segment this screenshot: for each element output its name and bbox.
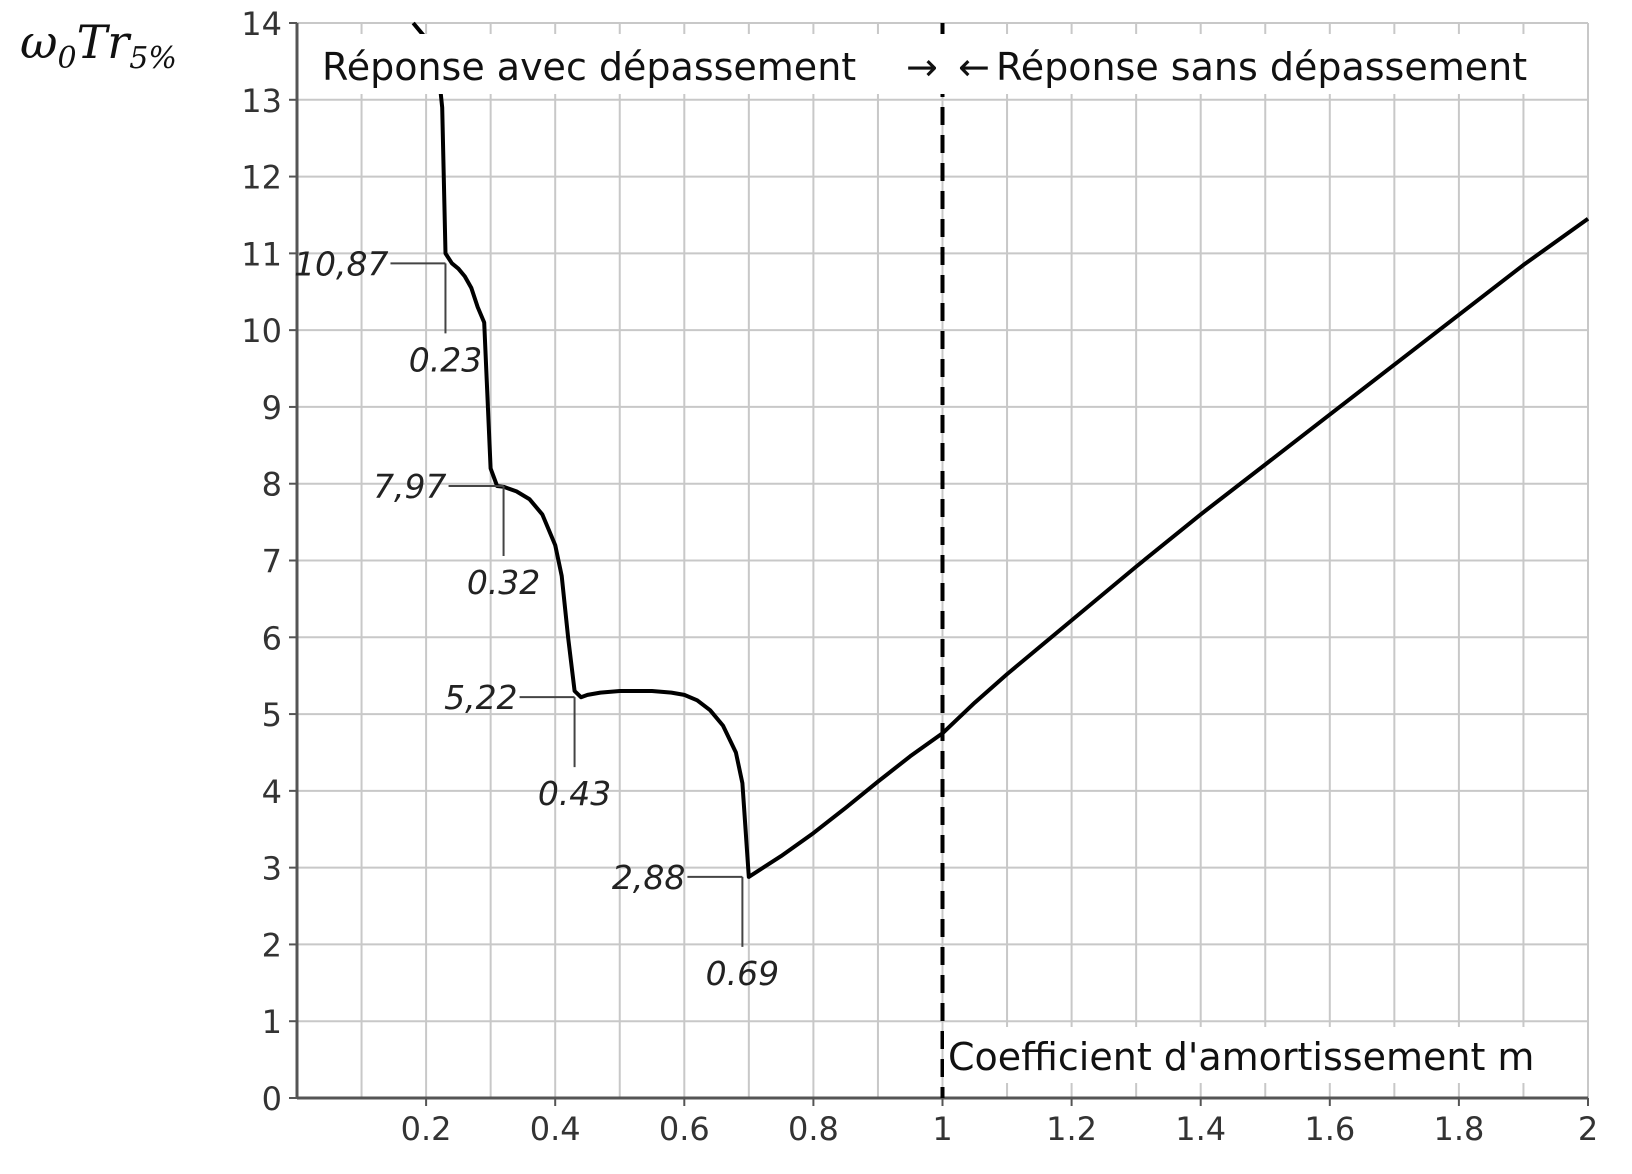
annotation-value-label: 5,22	[444, 678, 517, 717]
series-line	[411, 21, 1590, 879]
curve-group	[411, 21, 1590, 879]
y-tick-label: 10	[241, 312, 282, 350]
y-tick-label: 5	[262, 696, 282, 734]
y-tick-label: 1	[262, 1003, 282, 1041]
y-tick-label: 2	[262, 926, 282, 964]
x-tick-label: 2	[1578, 1110, 1598, 1148]
y-axis-title-omega: ω	[20, 15, 58, 69]
y-tick-label: 9	[262, 389, 282, 427]
x-axis-title-box: Coefficient d'amortissement m	[944, 1027, 1584, 1083]
annotation-m-label: 0.69	[706, 954, 779, 993]
y-tick-label: 14	[241, 5, 282, 43]
arrow-left-icon: ←	[958, 45, 990, 89]
y-axis-title-sub1: 0	[58, 41, 77, 76]
x-tick-label: 1.6	[1304, 1110, 1355, 1148]
x-tick-label: 0.6	[659, 1110, 710, 1148]
y-tick-label: 13	[241, 82, 282, 120]
x-tick-label: 0.8	[788, 1110, 839, 1148]
y-tick-label: 3	[262, 850, 282, 888]
x-tick-label: 0.2	[401, 1110, 452, 1148]
x-axis-title: Coefficient d'amortissement m	[948, 1035, 1534, 1079]
annotation-m-label: 0.43	[538, 774, 611, 813]
x-tick-label: 1	[932, 1110, 952, 1148]
annotation-value-label: 7,97	[373, 467, 446, 506]
x-tick-label: 0.4	[530, 1110, 581, 1148]
x-tick-label: 1.8	[1433, 1110, 1484, 1148]
annotation-m-label: 0.32	[467, 563, 540, 602]
grid	[297, 22, 1589, 1098]
annotation-value-label: 2,88	[612, 858, 685, 897]
y-tick-label: 6	[262, 619, 282, 657]
y-tick-label: 8	[262, 466, 282, 504]
y-tick-label: 0	[262, 1080, 282, 1118]
y-axis-title: ω0Tr5%	[20, 15, 177, 76]
banner-left-text: Réponse avec dépassement	[322, 45, 856, 89]
arrow-right-icon: →	[906, 45, 938, 89]
y-axis-title-tr: Tr	[77, 15, 133, 69]
banner-background	[306, 34, 1566, 94]
y-tick-label: 7	[262, 543, 282, 581]
y-tick-label: 12	[241, 159, 282, 197]
y-axis-title-sub2: 5%	[129, 41, 177, 76]
annotation-m-label: 0.23	[409, 340, 482, 379]
banner: Réponse avec dépassement → ← Réponse san…	[306, 34, 1566, 94]
banner-right-text: Réponse sans dépassement	[996, 45, 1527, 89]
y-tick-label: 11	[241, 235, 282, 273]
x-tick-label: 1.4	[1175, 1110, 1226, 1148]
x-axis-title-background	[944, 1027, 1584, 1083]
x-tick-labels: 0.2 0.4 0.6 0.8 1 1.2 1.4 1.6 1.8 2	[401, 1110, 1599, 1148]
x-tick-label: 1.2	[1046, 1110, 1097, 1148]
annotations: 10,87 0.23 7,97 0.32 5,22 0.43 2,88 0.69	[294, 244, 779, 993]
y-tick-label: 4	[262, 773, 282, 811]
annotation-value-label: 10,87	[294, 244, 388, 283]
